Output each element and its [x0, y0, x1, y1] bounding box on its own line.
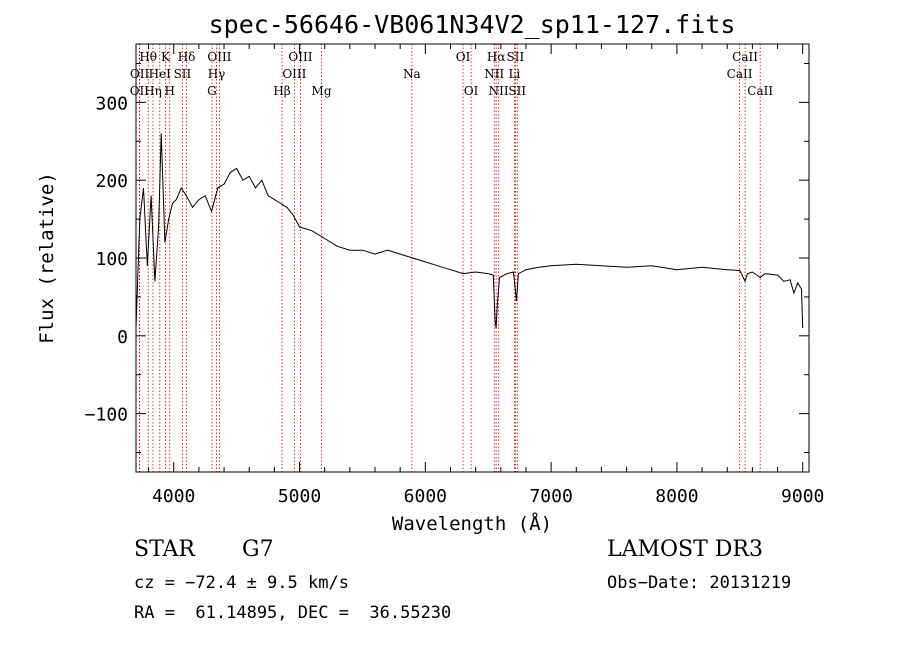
line-marker-label: Mg: [312, 84, 332, 98]
line-marker-label: H: [164, 84, 174, 98]
observation-date: Obs−Date: 20131219: [607, 573, 792, 593]
line-marker-label: Hα: [487, 50, 506, 64]
plot-frame: [135, 43, 810, 473]
x-tick-label: 9000: [781, 486, 824, 507]
line-marker-label: Hθ: [139, 50, 157, 64]
line-marker-label: NII: [489, 84, 509, 98]
line-marker-label: SII: [174, 67, 192, 81]
line-marker-label: K: [161, 50, 171, 64]
redshift-readout: cz = −72.4 ± 9.5 km/s: [134, 573, 349, 593]
line-marker-label: OIII: [207, 50, 231, 64]
y-tick-label: −100: [85, 405, 128, 426]
line-marker-label: G: [207, 84, 217, 98]
spectrum-series-line: [135, 133, 804, 329]
object-subclass: G7: [242, 537, 274, 562]
line-marker-layer: OIIOIIHθHηHeIKHSIIHδGHγOIIIHβOIIIOIIIMgN…: [130, 44, 773, 472]
line-marker-label: HeI: [149, 67, 172, 81]
y-tick-label: 0: [117, 327, 128, 348]
line-marker-label: OI: [456, 50, 471, 64]
x-tick-label: 6000: [404, 486, 447, 507]
line-marker-label: OIII: [288, 50, 312, 64]
line-marker-label: Hδ: [178, 50, 196, 64]
line-marker-label: NII: [484, 67, 504, 81]
coordinates-readout: RA = 61.14895, DEC = 36.55230: [134, 603, 452, 623]
x-tick-label: 4000: [152, 486, 195, 507]
y-tick-label: 200: [95, 171, 128, 192]
x-axis: 4000 5000 6000 7000 8000 9000: [148, 44, 824, 507]
line-marker-label: CaII: [727, 67, 753, 81]
line-marker-label: Hγ: [208, 67, 226, 81]
x-tick-label: 8000: [655, 486, 698, 507]
y-tick-label: 100: [95, 249, 128, 270]
line-marker-label: CaII: [732, 50, 758, 64]
survey-name: LAMOST DR3: [607, 537, 763, 562]
line-marker-label: SII: [508, 84, 526, 98]
line-marker-label: Li: [508, 67, 520, 81]
spectrum-chart: spec-56646-VB061N34V2_sp11-127.fits OII O…: [36, 10, 824, 535]
line-marker-label: Hη: [144, 84, 162, 98]
object-class: STAR: [134, 537, 195, 562]
line-marker-label: OII: [130, 67, 150, 81]
line-marker-label: Hβ: [273, 84, 290, 98]
chart-title: spec-56646-VB061N34V2_sp11-127.fits: [209, 10, 736, 39]
y-axis: −100 0 100 200 300: [85, 62, 809, 454]
line-marker-label: OIII: [282, 67, 306, 81]
x-axis-label: Wavelength (Å): [392, 512, 552, 535]
x-tick-label: 5000: [278, 486, 321, 507]
y-tick-label: 300: [95, 93, 128, 114]
y-axis-label: Flux (relative): [36, 172, 58, 344]
line-marker-label: CaII: [747, 84, 773, 98]
x-tick-label: 7000: [529, 486, 572, 507]
line-marker-label: SII: [507, 50, 525, 64]
line-marker-label: OI: [464, 84, 479, 98]
line-marker-label: Na: [403, 67, 421, 81]
